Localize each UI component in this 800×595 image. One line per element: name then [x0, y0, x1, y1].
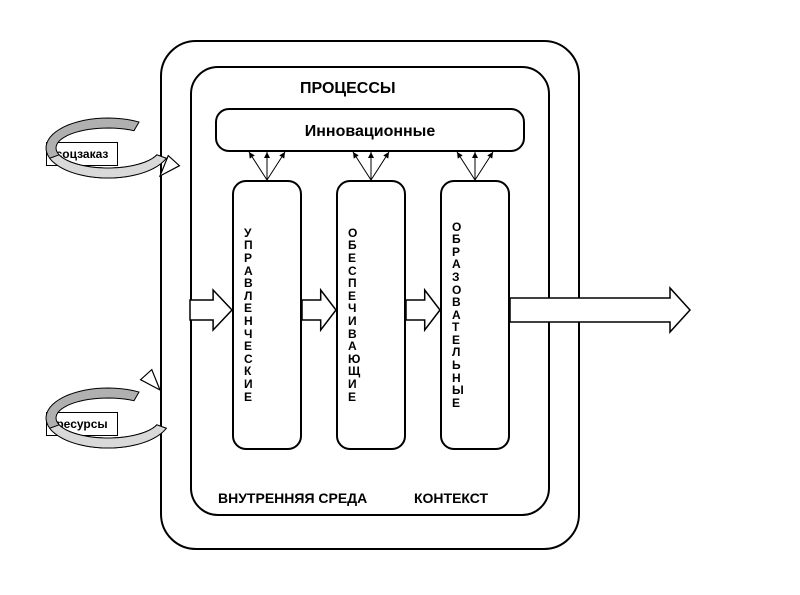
box-innovative: Инновационные — [215, 108, 525, 152]
label-social-order: соцзаказ — [46, 142, 118, 166]
title-context: КОНТЕКСТ — [414, 490, 488, 506]
label-results: РЕЗУЛЬТАТЫ — [603, 306, 676, 318]
column-educational: ОБРАЗОВАТЕЛЬНЫЕ — [440, 180, 510, 450]
title-processes: ПРОЦЕССЫ — [300, 80, 396, 98]
column-management: УПРАВЛЕНЧЕСКИЕ — [232, 180, 302, 450]
label-resources: ресурсы — [46, 412, 118, 436]
column-supporting: ОБЕСПЕЧИВАЮЩИЕ — [336, 180, 406, 450]
title-inner-env: ВНУТРЕННЯЯ СРЕДА — [218, 490, 367, 506]
box-innovative-label: Инновационные — [305, 123, 435, 140]
